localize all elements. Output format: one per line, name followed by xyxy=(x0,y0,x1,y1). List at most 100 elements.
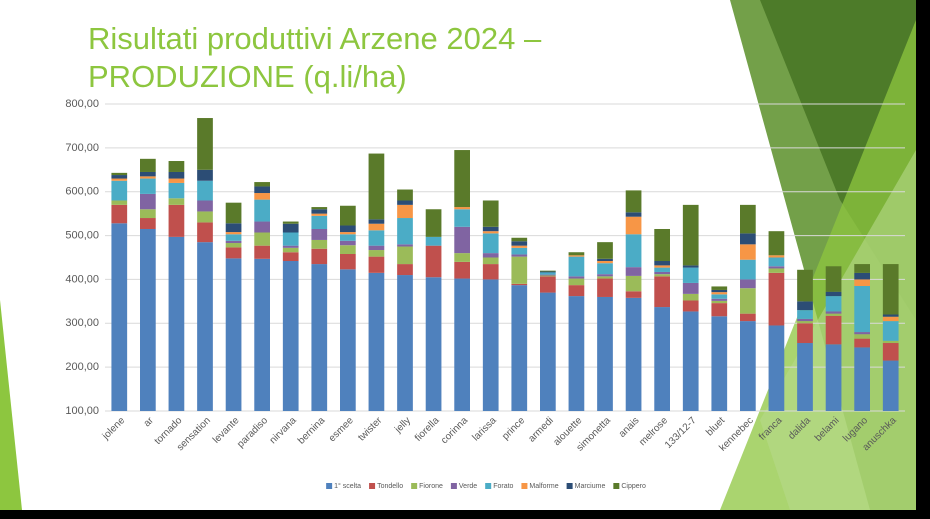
bar-segment xyxy=(454,209,470,227)
bar-segment xyxy=(540,292,556,411)
bar-segment xyxy=(568,285,585,297)
legend-swatch xyxy=(411,483,418,489)
bar-segment xyxy=(397,189,413,201)
y-tick-label: 200,00 xyxy=(65,361,99,373)
x-label-group: larissa xyxy=(470,415,499,444)
bar-segment xyxy=(654,265,670,268)
bar-segment xyxy=(740,313,756,322)
bar-segment xyxy=(740,279,756,289)
bar-segment xyxy=(797,269,813,302)
bar-segment xyxy=(682,204,699,266)
bar-segment xyxy=(454,207,470,210)
bar-segment xyxy=(854,332,870,335)
bar-segment xyxy=(625,212,642,217)
bar-segment xyxy=(425,209,442,237)
x-label-group: jolene xyxy=(100,415,128,443)
bar-segment xyxy=(282,252,299,262)
legend-swatch xyxy=(566,483,573,489)
bar-segment xyxy=(625,190,642,213)
bar-segment xyxy=(168,178,185,183)
bar-segment xyxy=(511,283,528,286)
bar-segment xyxy=(368,223,385,231)
y-tick-label: 500,00 xyxy=(65,229,99,241)
bar-segment xyxy=(654,267,670,272)
x-tick-label: ar xyxy=(142,415,157,430)
bar-segment xyxy=(625,234,642,268)
bar-segment xyxy=(854,264,870,273)
bar-segment xyxy=(825,311,842,314)
x-tick-label: fiorella xyxy=(413,415,442,444)
bar-segment xyxy=(311,228,328,240)
bar-segment xyxy=(254,182,270,187)
bar-segment xyxy=(511,254,528,257)
bar-segment xyxy=(311,239,328,249)
bar-segment xyxy=(454,261,470,279)
bar-segment xyxy=(682,267,699,283)
bar-segment xyxy=(597,278,613,297)
bar-segment xyxy=(597,261,613,264)
bar-segment xyxy=(768,272,785,326)
bar-segment xyxy=(397,218,413,245)
bar-segment xyxy=(882,314,899,317)
bar-segment xyxy=(825,266,842,292)
bar-segment xyxy=(454,150,470,208)
bar-segment xyxy=(597,296,613,411)
bar-segment xyxy=(682,265,699,268)
bar-segment xyxy=(482,279,499,411)
x-label-group: nirvana xyxy=(268,415,299,446)
bar-segment xyxy=(282,247,299,253)
bar-segment xyxy=(311,209,328,214)
x-tick-label: bernina xyxy=(296,415,328,447)
x-tick-label: jelly xyxy=(392,415,413,436)
bar-segment xyxy=(140,193,156,210)
bar-segment xyxy=(854,279,870,287)
bar-segment xyxy=(625,291,642,298)
bar-segment xyxy=(540,272,556,275)
bar-segment xyxy=(740,244,756,260)
bar-segment xyxy=(111,175,128,179)
bar-segment xyxy=(225,243,242,248)
x-label-group: anais xyxy=(617,415,642,440)
bar-segment xyxy=(540,274,556,276)
bar-segment xyxy=(197,180,213,201)
bar-segment xyxy=(340,245,356,254)
bar-segment xyxy=(854,272,870,280)
bar-segment xyxy=(254,221,270,233)
bar-segment xyxy=(854,338,870,348)
x-tick-label: twister xyxy=(356,415,385,444)
x-label-group: fiorella xyxy=(413,415,442,444)
legend-label: 1° scelta xyxy=(334,482,361,490)
bar-segment xyxy=(482,233,499,254)
bar-segment xyxy=(397,204,413,219)
bar-segment xyxy=(225,202,242,224)
bar-segment xyxy=(197,211,213,223)
bar-segment xyxy=(197,200,213,212)
bar-segment xyxy=(597,242,613,259)
slide-title: Risultati produttivi Arzene 2024 – PRODU… xyxy=(88,21,542,94)
bar-segment xyxy=(711,298,728,301)
bar-segment xyxy=(454,253,470,262)
bar-segment xyxy=(225,223,242,233)
bar-segment xyxy=(168,161,185,172)
x-label-group: corinna xyxy=(439,415,470,446)
x-label-group: dalida xyxy=(786,415,813,442)
bar-segment xyxy=(111,172,128,176)
bar-segment xyxy=(882,340,899,344)
bar-segment xyxy=(254,199,270,222)
bar-segment xyxy=(882,343,899,361)
bar-segment xyxy=(482,226,499,232)
bar-segment xyxy=(311,248,328,265)
bar-segment xyxy=(568,276,585,279)
bar-segment xyxy=(225,240,242,244)
bar-segment xyxy=(282,223,299,233)
legend-swatch xyxy=(521,483,528,489)
bar-segment xyxy=(397,246,413,265)
bar-segment xyxy=(140,209,156,219)
bar-segment xyxy=(225,258,242,411)
legend-label: Tondello xyxy=(377,483,403,490)
bar-segment xyxy=(882,321,899,341)
bar-segment xyxy=(711,286,728,290)
bar-segment xyxy=(168,198,185,205)
bar-segment xyxy=(854,286,870,333)
bar-segment xyxy=(711,316,728,411)
